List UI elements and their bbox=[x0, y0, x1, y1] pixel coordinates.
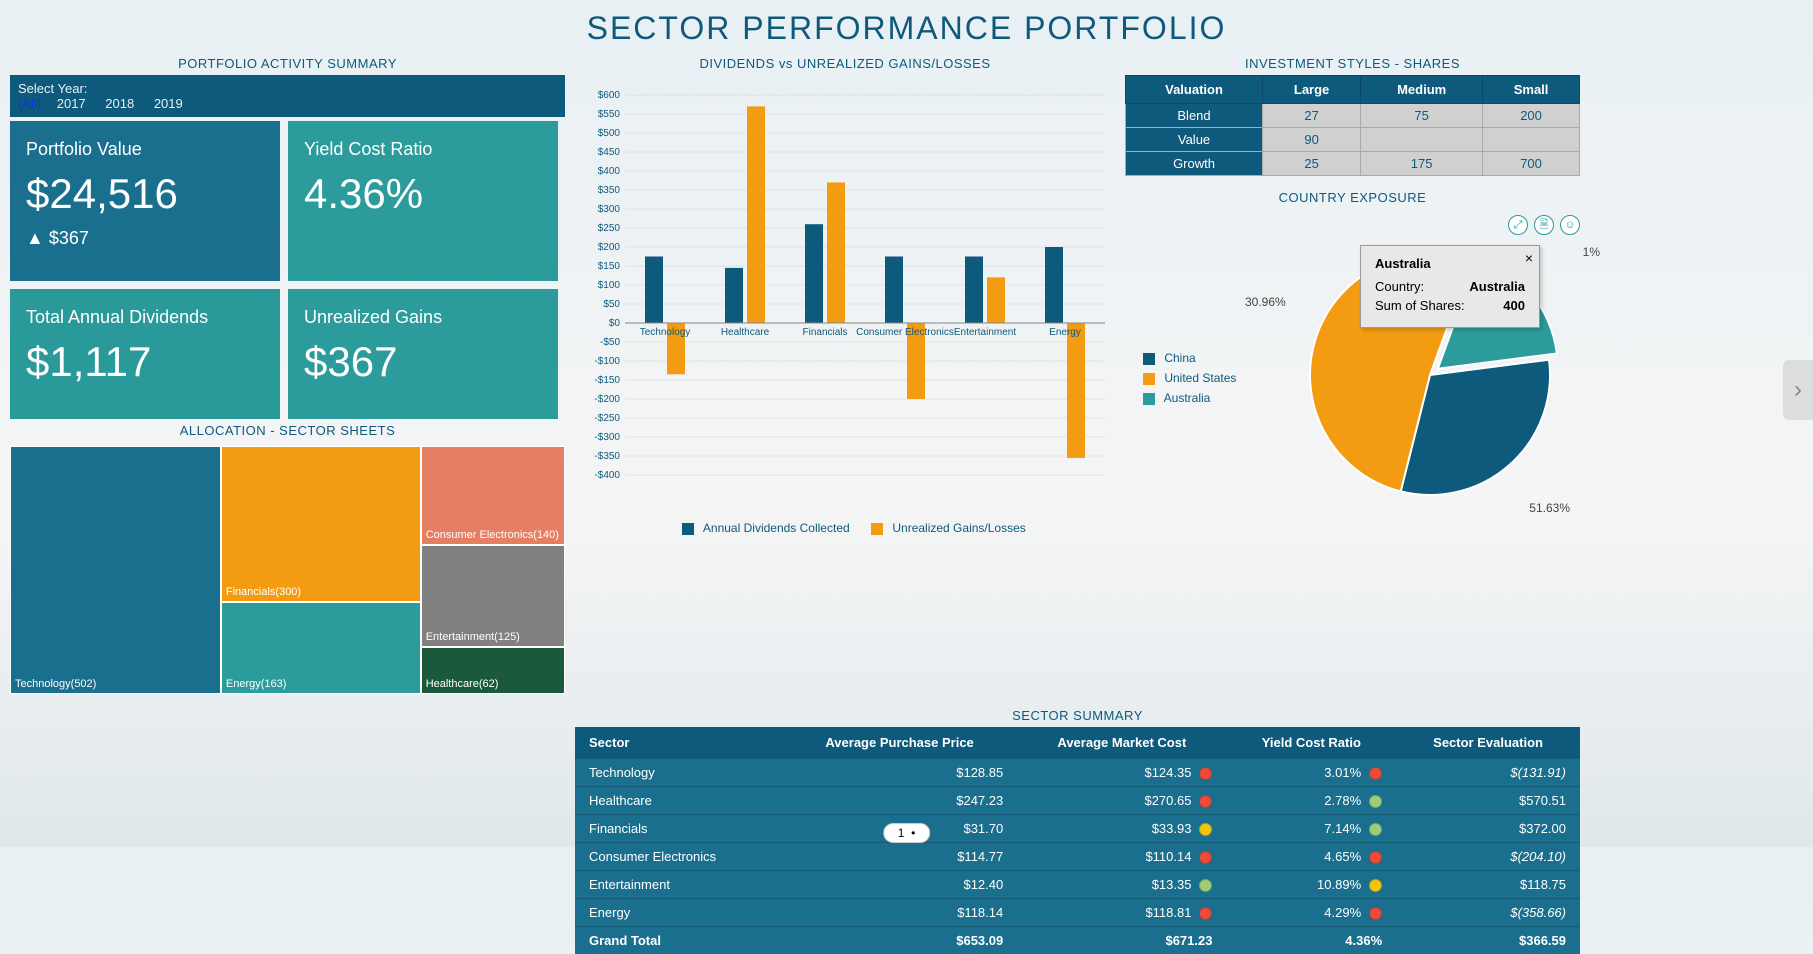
legend-swatch-2 bbox=[871, 523, 883, 535]
pie-legend: China United States Australia bbox=[1125, 345, 1236, 411]
treemap-cell[interactable]: Healthcare(62) bbox=[421, 647, 565, 694]
kpi-label: Portfolio Value bbox=[26, 139, 264, 160]
svg-text:$200: $200 bbox=[598, 242, 621, 253]
svg-text:-$250: -$250 bbox=[594, 413, 620, 424]
pie-chart[interactable]: ⤢ 🗎 ☺ China United States Australia 30.9… bbox=[1125, 215, 1580, 535]
left-column: PORTFOLIO ACTIVITY SUMMARY Select Year: … bbox=[10, 52, 565, 694]
right-column: INVESTMENT STYLES - SHARES ValuationLarg… bbox=[1125, 52, 1580, 694]
svg-text:Healthcare: Healthcare bbox=[721, 327, 770, 338]
sector-summary: SECTOR SUMMARY SectorAverage Purchase Pr… bbox=[575, 704, 1580, 954]
kpi-yield-cost[interactable]: Yield Cost Ratio 4.36% bbox=[288, 121, 558, 281]
bar-legend: Annual Dividends Collected Unrealized Ga… bbox=[575, 515, 1115, 541]
investment-styles-table[interactable]: ValuationLargeMediumSmallBlend2775200Val… bbox=[1125, 75, 1580, 176]
svg-text:$600: $600 bbox=[598, 90, 621, 101]
treemap-cell[interactable]: Entertainment(125) bbox=[421, 545, 565, 647]
kpi-portfolio-value[interactable]: Portfolio Value $24,516 $367 bbox=[10, 121, 280, 281]
tooltip-title: Australia bbox=[1375, 256, 1525, 271]
treemap-cell[interactable]: Technology(502) bbox=[10, 446, 221, 694]
svg-text:$400: $400 bbox=[598, 166, 621, 177]
svg-text:$0: $0 bbox=[609, 318, 621, 329]
pie-legend-item[interactable]: China bbox=[1125, 351, 1236, 365]
inv-styles-title: INVESTMENT STYLES - SHARES bbox=[1125, 52, 1580, 75]
svg-text:Financials: Financials bbox=[802, 327, 847, 338]
activity-title: PORTFOLIO ACTIVITY SUMMARY bbox=[10, 52, 565, 75]
next-arrow-icon[interactable]: › bbox=[1783, 360, 1813, 420]
svg-text:-$400: -$400 bbox=[594, 470, 620, 481]
tooltip-k1: Country: bbox=[1375, 279, 1424, 294]
treemap[interactable]: Technology(502)Financials(300)Energy(163… bbox=[10, 446, 565, 694]
kpi-label: Yield Cost Ratio bbox=[304, 139, 542, 160]
pager[interactable]: 1 • bbox=[883, 823, 931, 843]
year-2017[interactable]: 2017 bbox=[57, 96, 86, 111]
summary-title: SECTOR SUMMARY bbox=[575, 704, 1580, 727]
svg-text:-$300: -$300 bbox=[594, 432, 620, 443]
legend-label-1: Annual Dividends Collected bbox=[703, 521, 850, 535]
svg-text:$500: $500 bbox=[598, 128, 621, 139]
svg-text:Consumer Electronics: Consumer Electronics bbox=[856, 327, 954, 338]
kpi-value: $24,516 bbox=[26, 170, 264, 218]
svg-text:-$200: -$200 bbox=[594, 394, 620, 405]
tooltip-k2: Sum of Shares: bbox=[1375, 298, 1465, 313]
year-all[interactable]: (All) bbox=[18, 96, 41, 111]
svg-text:-$150: -$150 bbox=[594, 375, 620, 386]
treemap-cell[interactable]: Consumer Electronics(140) bbox=[421, 446, 565, 545]
svg-text:$50: $50 bbox=[603, 299, 620, 310]
svg-text:$250: $250 bbox=[598, 223, 621, 234]
pie-legend-item[interactable]: United States bbox=[1125, 371, 1236, 385]
bar-chart[interactable]: -$400 -$350 -$300 -$250 -$200 -$150 -$100 -$50 $… bbox=[575, 75, 1115, 515]
kpi-value: $367 bbox=[304, 338, 542, 386]
kpi-delta: $367 bbox=[26, 228, 264, 249]
svg-text:$100: $100 bbox=[598, 280, 621, 291]
svg-text:-$350: -$350 bbox=[594, 451, 620, 462]
year-selector: Select Year: (All) 2017 2018 2019 bbox=[10, 75, 565, 117]
kpi-value: $1,117 bbox=[26, 338, 264, 386]
tooltip-v2: 400 bbox=[1503, 298, 1525, 313]
pie-label-1: 30.96% bbox=[1245, 295, 1286, 309]
page-title: SECTOR PERFORMANCE PORTFOLIO bbox=[0, 0, 1813, 52]
kpi-unrealized[interactable]: Unrealized Gains $367 bbox=[288, 289, 558, 419]
select-year-label: Select Year: bbox=[18, 81, 87, 96]
pie-label-3: 1% bbox=[1583, 245, 1600, 259]
legend-label-2: Unrealized Gains/Losses bbox=[892, 521, 1025, 535]
legend-swatch-1 bbox=[682, 523, 694, 535]
barchart-title: DIVIDENDS vs UNREALIZED GAINS/LOSSES bbox=[575, 52, 1115, 75]
year-2019[interactable]: 2019 bbox=[154, 96, 183, 111]
kpi-dividends[interactable]: Total Annual Dividends $1,117 bbox=[10, 289, 280, 419]
svg-text:$350: $350 bbox=[598, 185, 621, 196]
svg-text:$450: $450 bbox=[598, 147, 621, 158]
svg-text:Energy: Energy bbox=[1049, 327, 1081, 338]
middle-column: DIVIDENDS vs UNREALIZED GAINS/LOSSES -$4… bbox=[575, 52, 1115, 694]
year-2018[interactable]: 2018 bbox=[105, 96, 134, 111]
svg-text:Technology: Technology bbox=[640, 327, 691, 338]
svg-text:-$100: -$100 bbox=[594, 356, 620, 367]
treemap-cell[interactable]: Financials(300) bbox=[221, 446, 421, 602]
close-icon[interactable]: × bbox=[1525, 250, 1533, 266]
svg-text:$300: $300 bbox=[598, 204, 621, 215]
pie-legend-item[interactable]: Australia bbox=[1125, 391, 1236, 405]
svg-text:$550: $550 bbox=[598, 109, 621, 120]
tooltip-v1: Australia bbox=[1469, 279, 1525, 294]
kpi-label: Total Annual Dividends bbox=[26, 307, 264, 328]
pie-tooltip: × Australia Country: Australia Sum of Sha… bbox=[1360, 245, 1540, 328]
svg-text:-$50: -$50 bbox=[600, 337, 620, 348]
treemap-title: ALLOCATION - SECTOR SHEETS bbox=[10, 419, 565, 442]
summary-table[interactable]: SectorAverage Purchase PriceAverage Mark… bbox=[575, 727, 1580, 954]
kpi-value: 4.36% bbox=[304, 170, 542, 218]
treemap-cell[interactable]: Energy(163) bbox=[221, 602, 421, 694]
pie-label-2: 51.63% bbox=[1529, 501, 1570, 515]
pie-title: COUNTRY EXPOSURE bbox=[1125, 186, 1580, 209]
kpi-label: Unrealized Gains bbox=[304, 307, 542, 328]
svg-text:Entertainment: Entertainment bbox=[954, 327, 1016, 338]
svg-text:$150: $150 bbox=[598, 261, 621, 272]
